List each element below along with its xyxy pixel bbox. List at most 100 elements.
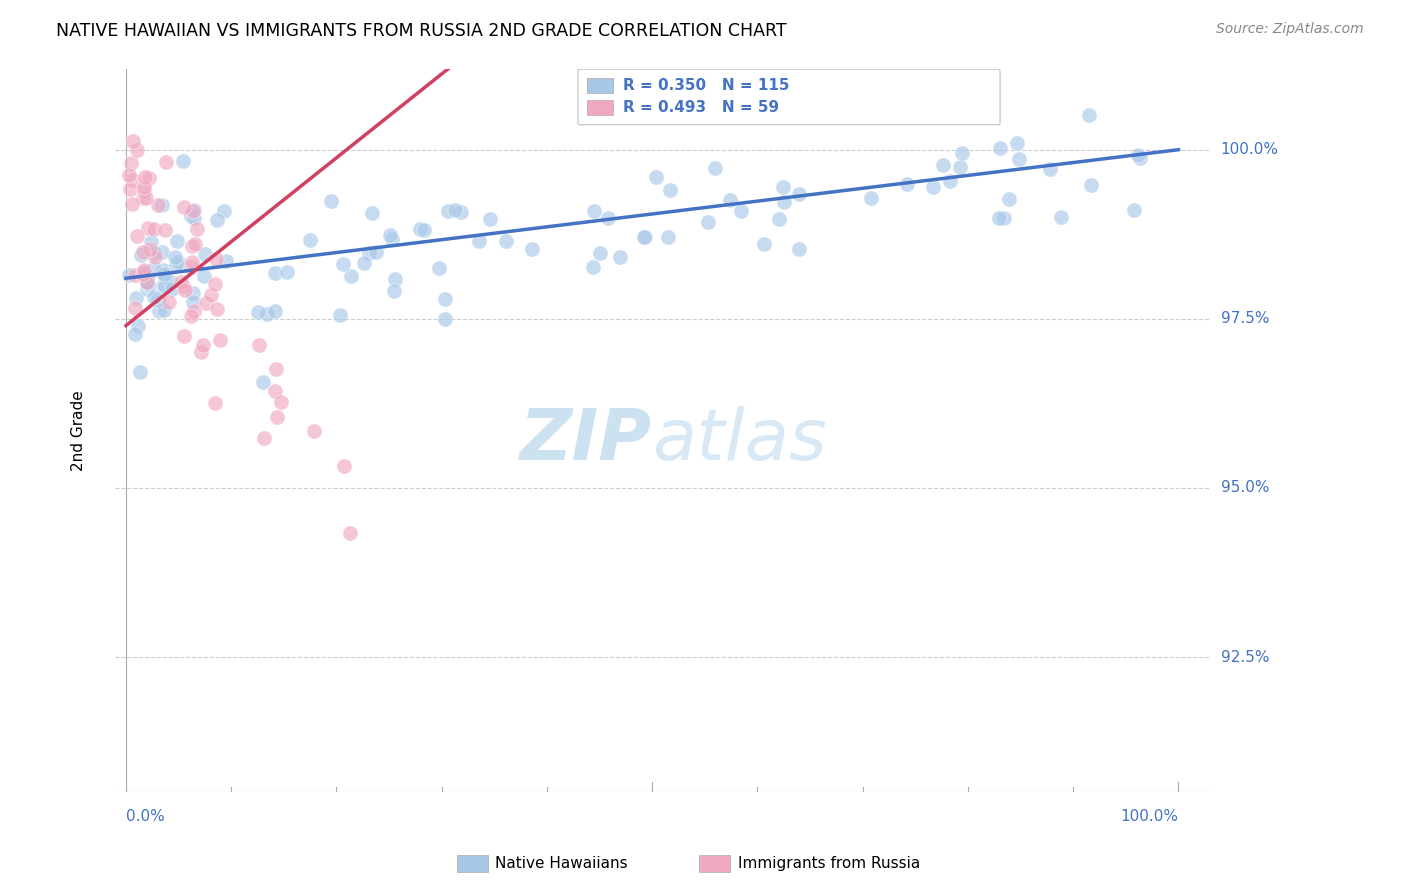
Point bbox=[264, 266, 287, 280]
Bar bbox=[586, 78, 613, 93]
Point bbox=[357, 246, 380, 260]
Point bbox=[896, 177, 918, 191]
Point bbox=[270, 395, 292, 409]
Text: NATIVE HAWAIIAN VS IMMIGRANTS FROM RUSSIA 2ND GRADE CORRELATION CHART: NATIVE HAWAIIAN VS IMMIGRANTS FROM RUSSI… bbox=[56, 22, 787, 40]
Point bbox=[186, 221, 208, 235]
Point bbox=[162, 282, 184, 296]
Point bbox=[1005, 136, 1028, 151]
Point bbox=[932, 158, 955, 172]
Point bbox=[993, 211, 1015, 225]
Point bbox=[136, 275, 159, 289]
Point bbox=[142, 260, 165, 275]
Text: 95.0%: 95.0% bbox=[1220, 481, 1270, 495]
Point bbox=[988, 141, 1011, 155]
Point bbox=[166, 234, 188, 248]
Point bbox=[263, 304, 285, 318]
Point bbox=[141, 235, 163, 249]
Text: Source: ZipAtlas.com: Source: ZipAtlas.com bbox=[1216, 22, 1364, 37]
Point bbox=[129, 365, 152, 379]
Point bbox=[1039, 161, 1062, 176]
Point bbox=[333, 458, 356, 473]
Point bbox=[246, 304, 269, 318]
Point bbox=[166, 254, 188, 268]
Point bbox=[184, 237, 207, 252]
Point bbox=[195, 296, 218, 310]
Point bbox=[205, 301, 228, 316]
Text: 100.0%: 100.0% bbox=[1121, 809, 1178, 824]
Point bbox=[183, 202, 205, 217]
Point bbox=[787, 242, 810, 256]
Point bbox=[252, 375, 274, 389]
Point bbox=[434, 312, 457, 326]
Text: R = 0.493   N = 59: R = 0.493 N = 59 bbox=[623, 100, 779, 114]
Point bbox=[181, 203, 204, 218]
Point bbox=[134, 266, 156, 280]
Point bbox=[409, 221, 432, 235]
Point bbox=[165, 250, 187, 264]
Bar bbox=[586, 100, 613, 114]
Text: Native Hawaiians: Native Hawaiians bbox=[495, 856, 627, 871]
Point bbox=[332, 257, 354, 271]
Point bbox=[150, 245, 173, 260]
Point bbox=[153, 302, 176, 317]
Point bbox=[132, 244, 155, 259]
Point bbox=[135, 276, 157, 290]
Point bbox=[181, 285, 204, 300]
Point bbox=[153, 223, 176, 237]
Point bbox=[214, 253, 236, 268]
Point bbox=[153, 269, 176, 284]
Point bbox=[264, 384, 287, 398]
Point bbox=[987, 211, 1010, 226]
Point bbox=[256, 307, 278, 321]
Point bbox=[381, 232, 404, 246]
Point bbox=[138, 278, 160, 293]
Point bbox=[153, 280, 176, 294]
Point bbox=[339, 268, 361, 283]
Point bbox=[583, 203, 606, 218]
Point bbox=[208, 333, 231, 347]
Point bbox=[120, 156, 142, 170]
Point bbox=[153, 277, 176, 291]
Point bbox=[148, 303, 170, 318]
Point bbox=[413, 223, 436, 237]
Point bbox=[353, 255, 375, 269]
Point bbox=[247, 338, 270, 352]
Point bbox=[124, 268, 146, 282]
Point bbox=[159, 275, 181, 289]
Point bbox=[150, 197, 173, 211]
Point bbox=[205, 252, 228, 266]
Point bbox=[1126, 147, 1149, 161]
Point bbox=[644, 169, 666, 184]
Point bbox=[183, 304, 205, 318]
Point bbox=[433, 292, 456, 306]
Point bbox=[468, 234, 491, 248]
Point bbox=[143, 250, 166, 264]
Point bbox=[173, 329, 195, 343]
Point bbox=[730, 204, 752, 219]
Point bbox=[138, 242, 160, 256]
Point bbox=[718, 193, 741, 207]
Point bbox=[429, 260, 451, 275]
Point bbox=[125, 228, 148, 243]
Point bbox=[253, 431, 276, 445]
Point bbox=[180, 209, 202, 223]
Point bbox=[596, 211, 619, 226]
Point bbox=[478, 212, 501, 227]
Point bbox=[170, 275, 193, 289]
Point bbox=[436, 203, 458, 218]
Point bbox=[165, 258, 187, 272]
Point bbox=[339, 525, 361, 540]
Point bbox=[148, 197, 170, 211]
Point bbox=[214, 204, 236, 219]
Point bbox=[1129, 151, 1152, 165]
Point bbox=[194, 246, 217, 260]
Point bbox=[155, 154, 177, 169]
Point bbox=[191, 338, 214, 352]
Point bbox=[634, 230, 657, 244]
Point bbox=[495, 234, 517, 248]
Point bbox=[1008, 152, 1031, 166]
Point bbox=[997, 192, 1019, 206]
Point bbox=[266, 410, 288, 425]
Point bbox=[136, 268, 159, 283]
Point bbox=[134, 169, 156, 184]
